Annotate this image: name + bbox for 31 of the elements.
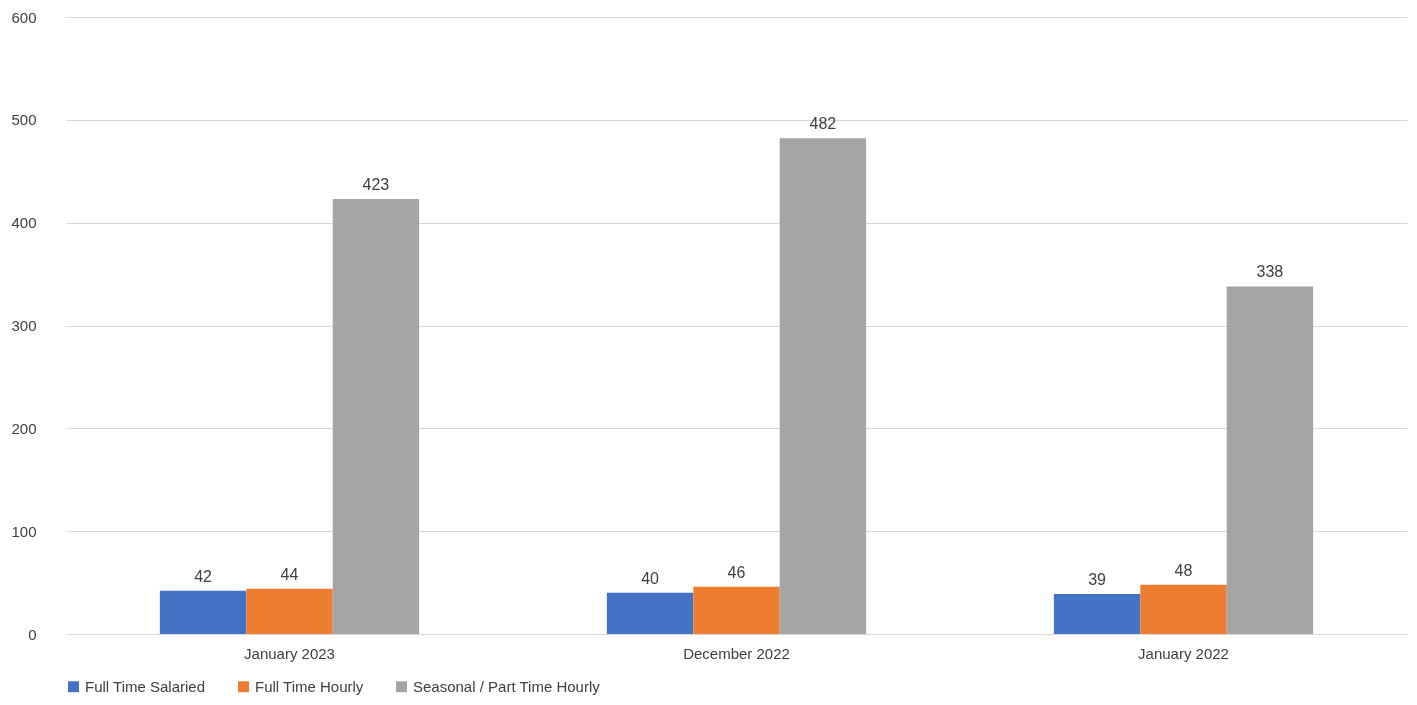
y-tick-label: 100 <box>11 522 37 540</box>
y-tick-label: 0 <box>28 625 37 643</box>
data-label: 40 <box>641 569 660 587</box>
bar <box>606 592 694 634</box>
bar <box>1053 593 1141 634</box>
y-tick-label: 600 <box>11 8 37 26</box>
bar <box>779 138 867 634</box>
y-tick-label: 300 <box>11 317 37 334</box>
x-tick-label: January 2023 <box>244 644 335 662</box>
data-label: 44 <box>280 565 299 583</box>
data-label: 46 <box>727 563 746 581</box>
legend-label: Seasonal / Part Time Hourly <box>413 677 601 695</box>
data-label: 338 <box>1256 263 1284 281</box>
y-tick-label: 400 <box>11 214 37 232</box>
legend-label: Full Time Hourly <box>255 677 364 695</box>
bar <box>159 590 247 634</box>
x-tick-label: January 2022 <box>1138 644 1229 662</box>
bar <box>246 588 333 634</box>
bar <box>1140 584 1227 634</box>
x-tick-label: December 2022 <box>683 644 790 662</box>
data-label: 42 <box>194 567 213 585</box>
bar <box>693 586 780 634</box>
y-tick-label: 200 <box>11 419 37 437</box>
data-label: 423 <box>362 176 390 194</box>
y-tick-label: 500 <box>11 111 37 129</box>
data-label: 482 <box>809 115 837 133</box>
data-label: 39 <box>1088 570 1107 588</box>
data-label: 48 <box>1174 561 1193 579</box>
legend-label: Full Time Salaried <box>85 677 206 695</box>
bar <box>1226 286 1314 634</box>
bar <box>332 199 420 634</box>
